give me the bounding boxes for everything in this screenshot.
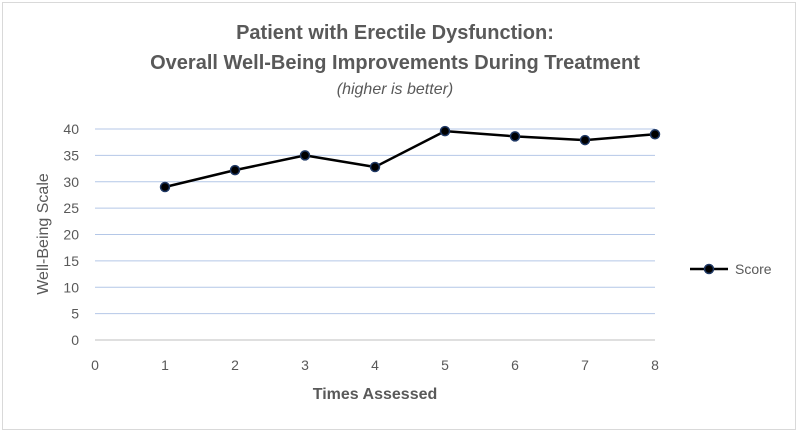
y-tick-labels: 0 5 10 15 20 25 30 35 40 (63, 121, 79, 348)
y-tick-label: 15 (63, 253, 79, 269)
y-tick-label: 10 (63, 279, 79, 295)
series-group (159, 125, 661, 193)
y-tick-label: 25 (63, 200, 79, 216)
data-point (299, 150, 311, 161)
y-tick-label: 40 (63, 121, 79, 137)
legend-marker (703, 263, 715, 275)
x-tick-label: 1 (161, 357, 169, 373)
x-tick-labels: 0 1 2 3 4 5 6 7 8 (91, 357, 659, 373)
y-tick-label: 5 (71, 306, 79, 322)
y-tick-label: 0 (71, 332, 79, 348)
x-tick-label: 4 (371, 357, 379, 373)
x-axis-title: Times Assessed (313, 386, 438, 403)
x-tick-label: 7 (581, 357, 589, 373)
y-axis-title: Well-Being Scale (35, 173, 52, 295)
series-line-score (164, 129, 656, 189)
legend-label: Score (735, 261, 772, 277)
chart-title-line2: Overall Well-Being Improvements During T… (150, 52, 640, 74)
legend: Score (690, 261, 772, 277)
x-tick-label: 6 (511, 357, 519, 373)
x-tick-label: 3 (301, 357, 309, 373)
data-point (369, 161, 381, 173)
y-tick-label: 30 (63, 174, 79, 190)
x-tick-label: 8 (651, 357, 659, 373)
chart-title-line1: Patient with Erectile Dysfunction: (236, 22, 554, 44)
data-point (159, 181, 171, 193)
gridlines (95, 128, 655, 341)
data-point (649, 129, 661, 140)
x-tick-label: 2 (231, 357, 239, 373)
data-point (579, 134, 591, 146)
chart-frame (2, 2, 796, 430)
data-point (509, 131, 521, 142)
x-tick-label: 0 (91, 357, 99, 373)
data-point (439, 125, 451, 137)
y-tick-label: 35 (63, 147, 79, 163)
y-tick-label: 20 (63, 227, 79, 243)
data-point (229, 164, 241, 176)
x-tick-label: 5 (441, 357, 449, 373)
chart-subtitle: (higher is better) (336, 81, 454, 98)
